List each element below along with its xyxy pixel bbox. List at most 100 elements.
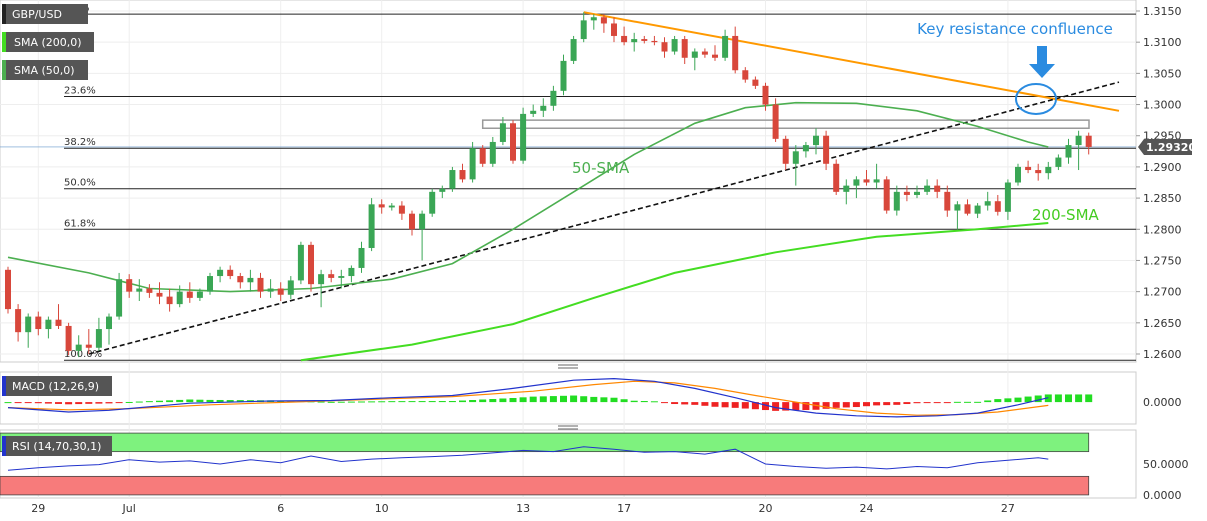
candle — [136, 279, 143, 301]
macd-histogram-bar — [539, 396, 547, 403]
candle — [207, 272, 213, 295]
candle — [409, 210, 415, 236]
macd-histogram-bar — [852, 402, 860, 408]
macd-histogram-bar — [953, 401, 961, 403]
macd-signal-line — [7, 380, 1049, 416]
fib-label: 61.8% — [64, 218, 96, 229]
macd-histogram-bar — [24, 402, 32, 404]
candle — [550, 85, 557, 111]
macd-histogram-bar — [135, 401, 143, 403]
rsi-label: RSI (14,70,30,1) — [12, 440, 101, 453]
fib-label: 50.0% — [64, 178, 96, 189]
candle — [671, 35, 678, 55]
macd-histogram-bar — [792, 402, 800, 411]
current-price-label: 1.29320 — [1146, 141, 1196, 154]
macd-histogram-bar — [378, 401, 386, 403]
candle — [186, 282, 193, 303]
macd-histogram-bar — [44, 402, 52, 404]
macd-histogram-bar — [782, 402, 790, 411]
annotation-200-sma: 200-SMA — [1032, 206, 1100, 224]
macd-histogram-bar — [1004, 398, 1012, 403]
macd-histogram-bar — [1054, 394, 1062, 403]
legend-macd[interactable]: MACD (12,26,9) — [2, 376, 112, 396]
candle — [984, 191, 991, 211]
candle — [1085, 132, 1092, 155]
main-panel — [0, 0, 1137, 363]
candle — [954, 201, 961, 230]
macd-histogram-bar — [650, 401, 658, 403]
candle — [823, 130, 830, 171]
macd-histogram-bar — [913, 402, 921, 404]
candle — [974, 203, 981, 219]
macd-histogram-bar — [145, 401, 153, 403]
pane-splitter-rsi[interactable] — [558, 425, 578, 430]
candle — [388, 203, 395, 211]
macd-histogram-bar — [691, 402, 699, 405]
macd-histogram-bar — [34, 402, 42, 404]
candle — [227, 265, 234, 280]
pane-splitter-macd[interactable] — [558, 364, 578, 369]
macd-histogram-bar — [85, 402, 93, 404]
fib-label: 23.6% — [64, 85, 96, 96]
candle — [95, 317, 102, 351]
candle — [1035, 163, 1042, 181]
candle — [489, 136, 496, 167]
macd-histogram-bar — [469, 400, 477, 403]
macd-histogram-bar — [600, 397, 608, 403]
macd-histogram-bar — [1034, 395, 1042, 403]
macd-histogram-bar — [671, 402, 679, 405]
candle — [419, 210, 426, 261]
x-tick-label: 13 — [516, 502, 530, 515]
legend-symbol[interactable]: GBP/USD — [2, 4, 88, 24]
resistance-trendline — [583, 11, 1120, 112]
legend-sma-50[interactable]: SMA (50,0) — [2, 60, 88, 80]
macd-histogram-bar — [156, 400, 163, 403]
macd-histogram-bar — [75, 402, 83, 405]
macd-histogram-bar — [65, 402, 73, 405]
candle — [469, 141, 476, 183]
legend-rsi[interactable]: RSI (14,70,30,1) — [2, 436, 112, 456]
macd-histogram-bar — [115, 402, 123, 404]
candle — [994, 194, 1001, 216]
sma-200-line — [300, 222, 1049, 362]
macd-histogram-bar — [368, 401, 376, 403]
macd-histogram-bar — [327, 401, 335, 403]
resistance-zone — [481, 119, 1090, 129]
macd-y-tick-label: 0.0000 — [1143, 396, 1182, 409]
rsi-y-tick-label: 50.0000 — [1143, 458, 1189, 471]
macd-histogram-bar — [933, 402, 941, 404]
sma-50-line — [7, 101, 1049, 293]
candle — [772, 98, 779, 142]
candle — [398, 201, 405, 220]
macd-histogram-bar — [1024, 396, 1032, 403]
candle — [530, 104, 537, 118]
candle — [641, 35, 648, 44]
candle — [439, 185, 446, 199]
macd-panel — [0, 371, 1137, 425]
macd-histogram-bar — [166, 400, 174, 403]
macd-histogram-bar — [721, 402, 729, 408]
candle — [843, 179, 850, 205]
macd-histogram-bar — [842, 402, 850, 408]
y-tick-label: 1.3000 — [1143, 99, 1182, 112]
candle — [35, 311, 42, 336]
macd-histogram-bar — [964, 401, 971, 403]
macd-histogram-bar — [14, 402, 22, 404]
y-tick-label: 1.2900 — [1143, 161, 1182, 174]
candle — [600, 14, 607, 33]
macd-histogram-bar — [923, 402, 931, 404]
candle — [883, 176, 890, 214]
candle — [25, 313, 32, 348]
macd-histogram-bar — [731, 402, 739, 408]
macd-histogram-bar — [176, 399, 184, 403]
y-tick-label: 1.2650 — [1143, 317, 1182, 330]
candle — [833, 159, 840, 195]
legend-sma-200[interactable]: SMA (200,0) — [2, 32, 94, 52]
candle — [297, 241, 304, 285]
macd-histogram-bar — [509, 398, 517, 403]
macd-histogram-bar — [994, 399, 1002, 403]
candle — [5, 266, 11, 314]
candle — [358, 241, 365, 273]
macd-histogram-bar — [873, 402, 881, 406]
candle — [196, 288, 203, 301]
